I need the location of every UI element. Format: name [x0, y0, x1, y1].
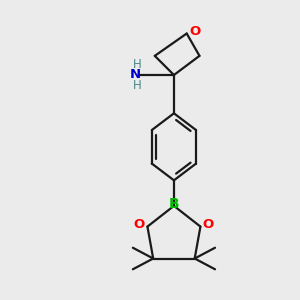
Text: B: B — [169, 197, 179, 211]
Text: H: H — [133, 58, 142, 71]
Text: O: O — [134, 218, 145, 232]
Text: N: N — [130, 68, 141, 82]
Text: O: O — [203, 218, 214, 232]
Text: O: O — [189, 26, 200, 38]
Text: H: H — [133, 79, 142, 92]
